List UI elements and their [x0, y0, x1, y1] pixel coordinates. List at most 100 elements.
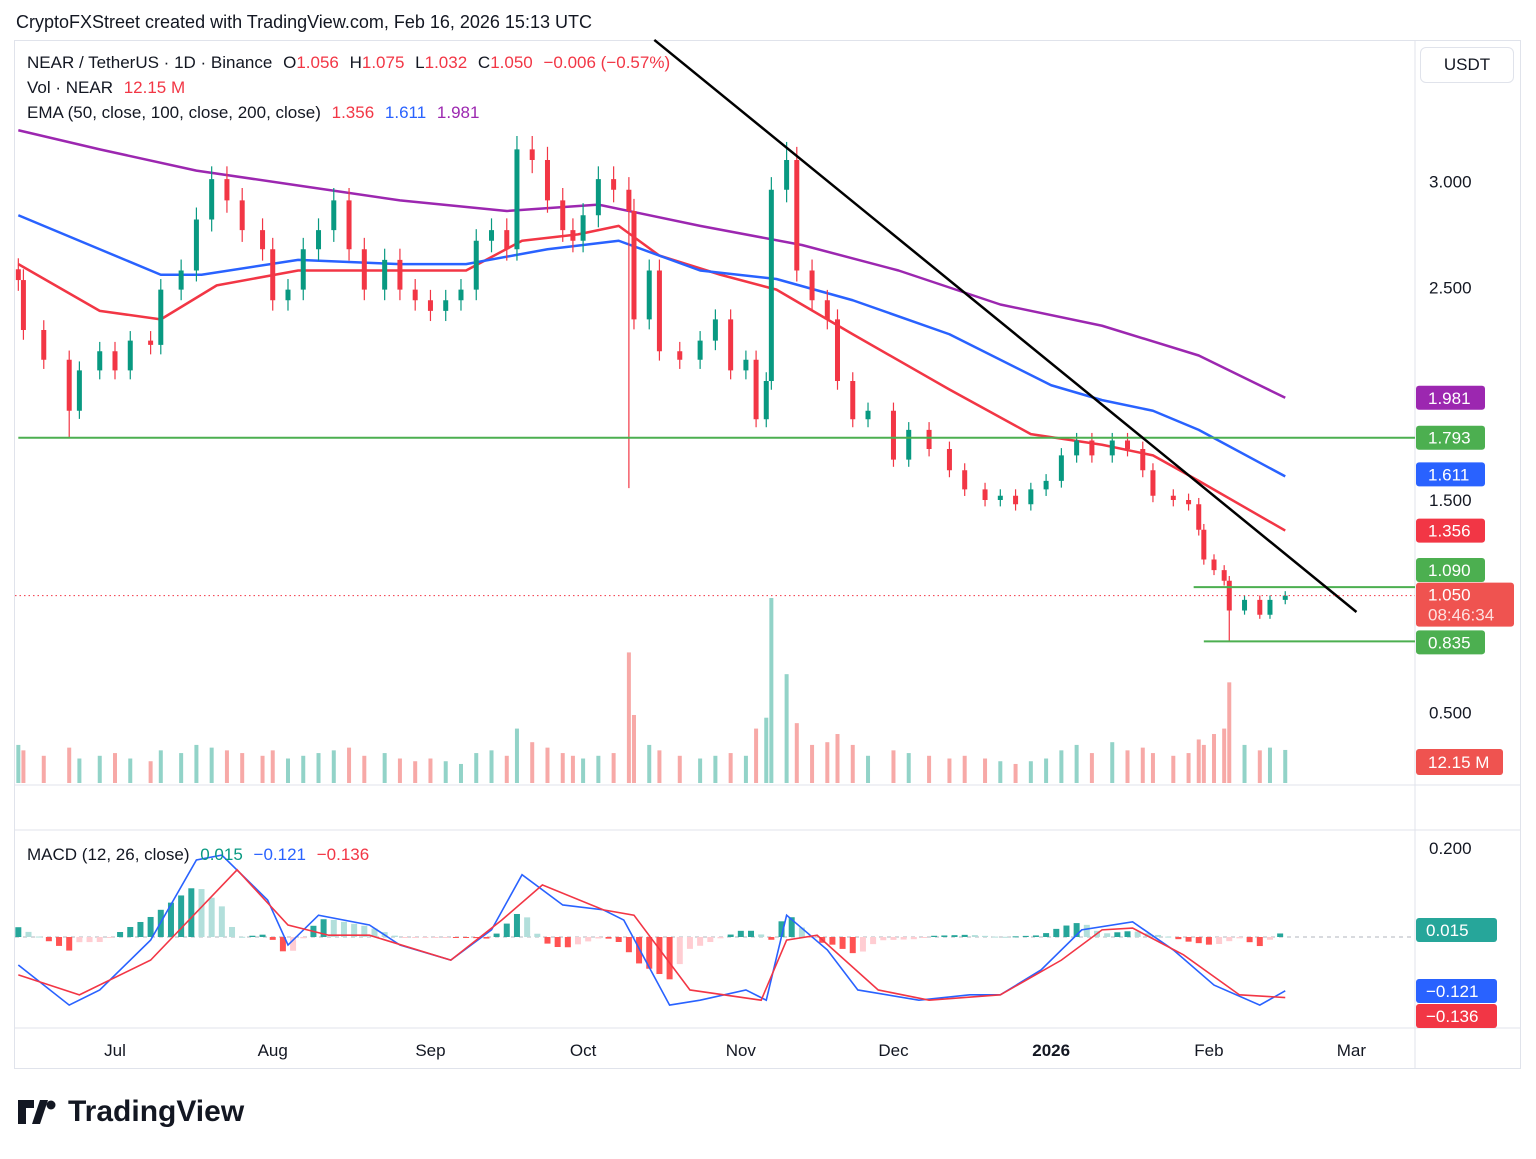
macd-histogram-bar: [1155, 934, 1162, 937]
macd-histogram-bar: [1246, 937, 1253, 943]
volume-bar: [1171, 755, 1176, 783]
macd-hist-axis-label-text: 0.015: [1426, 921, 1469, 940]
candle-body: [1226, 580, 1232, 611]
macd-histogram-bar: [402, 937, 409, 938]
candle-body: [1109, 440, 1115, 456]
candle-body: [1267, 599, 1273, 615]
candle-body: [890, 410, 896, 460]
price-tick-label: 0.500: [1429, 704, 1472, 723]
volume-bar: [347, 747, 352, 783]
currency-button[interactable]: USDT: [1420, 47, 1514, 83]
macd-histogram-bar: [636, 937, 643, 964]
volume-bar: [1257, 750, 1262, 783]
volume-bar: [514, 728, 519, 783]
ema100-value: 1.611: [384, 103, 427, 122]
macd-histogram-bar: [1205, 937, 1212, 945]
tradingview-logo[interactable]: TradingView: [18, 1095, 244, 1129]
candle-body: [1074, 440, 1080, 456]
macd-line: [17, 854, 1286, 1007]
ema50-value: 1.356: [331, 103, 375, 122]
macd-histogram-bar: [239, 936, 246, 938]
candle-body: [20, 280, 26, 330]
candle-body: [331, 200, 337, 231]
volume-bar: [713, 755, 718, 783]
volume-bar: [1140, 747, 1145, 783]
volume-bar: [1222, 728, 1227, 783]
volume-bar: [631, 714, 636, 783]
candle-body: [412, 289, 418, 301]
candle-body: [834, 319, 840, 381]
macd-line-axis-label-text: −0.121: [1426, 982, 1478, 1001]
macd-histogram-bar: [707, 937, 714, 943]
volume-bar: [1125, 750, 1130, 783]
macd-histogram-bar: [269, 937, 276, 940]
macd-histogram-bar: [1124, 931, 1131, 937]
macd-histogram-bar: [188, 888, 195, 937]
volume-bar: [962, 755, 967, 783]
ema100-price-label: [1416, 462, 1485, 487]
macd-histogram-bar: [178, 895, 185, 937]
macd-label[interactable]: MACD (12, 26, close): [27, 845, 190, 864]
macd-signal-axis-label: [1416, 1004, 1497, 1028]
macd-histogram-bar: [890, 937, 897, 940]
macd-histogram-bar: [1277, 933, 1284, 937]
macd-histogram-bar: [544, 937, 551, 944]
change-value: −0.006 (−0.57%): [543, 53, 671, 72]
macd-tick-label: 0.200: [1429, 839, 1472, 858]
macd-histogram-bar: [483, 937, 490, 939]
volume-label[interactable]: Vol · NEAR: [27, 78, 113, 97]
ema50-price-label: [1416, 518, 1485, 543]
candle-body: [697, 340, 703, 360]
macd-histogram-bar: [1043, 933, 1050, 937]
ema-label[interactable]: EMA (50, close, 100, close, 200, close): [27, 103, 321, 122]
macd-histogram-bar: [1002, 936, 1009, 938]
candle-body: [906, 429, 912, 460]
volume-bar: [754, 728, 759, 783]
macd-histogram-bar: [1165, 936, 1172, 938]
volume-bar: [260, 755, 265, 783]
volume-bar: [866, 755, 871, 783]
time-tick-label: Sep: [415, 1041, 445, 1060]
volume-bar: [194, 744, 199, 783]
macd-histogram-bar: [676, 937, 683, 965]
macd-histogram-bar: [798, 927, 805, 937]
macd-histogram-bar: [249, 935, 256, 937]
volume-bar: [504, 755, 509, 783]
volume-bar: [474, 753, 479, 783]
volume-bar: [769, 598, 774, 783]
candle-body: [15, 269, 21, 281]
macd-histogram-bar: [717, 937, 724, 939]
macd-histogram-bar: [1114, 932, 1121, 937]
volume-bar: [657, 750, 662, 783]
macd-histogram-bar: [758, 934, 765, 937]
open-label: O: [283, 53, 297, 72]
volume-legend: Vol · NEAR 12.15 M: [27, 78, 191, 98]
volume-bar: [148, 761, 153, 783]
price-tick-label: 1.500: [1429, 491, 1472, 510]
candle-body: [382, 259, 388, 290]
volume-bar: [209, 747, 214, 783]
macd-histogram-bar: [737, 930, 744, 937]
macd-histogram-bar: [880, 937, 887, 941]
macd-histogram-bar: [625, 937, 632, 953]
macd-histogram-bar: [300, 937, 307, 939]
volume-bar: [596, 755, 601, 783]
macd-histogram-bar: [697, 937, 704, 946]
macd-histogram-bar: [167, 902, 174, 937]
volume-bar: [67, 747, 72, 783]
macd-histogram-bar: [279, 937, 286, 952]
candle-body: [753, 359, 759, 420]
symbol-title[interactable]: NEAR / TetherUS · 1D · Binance: [27, 53, 273, 72]
volume-bar: [362, 755, 367, 783]
candle-body: [560, 200, 566, 231]
volume-bar: [316, 753, 321, 783]
macd-histogram-bar: [920, 937, 927, 938]
volume-bar: [128, 758, 133, 783]
macd-histogram-bar: [1226, 937, 1233, 942]
macd-histogram-bar: [503, 923, 510, 937]
candle-body: [1150, 470, 1156, 496]
candle-body: [982, 489, 988, 500]
macd-histogram-bar: [463, 937, 470, 938]
volume-bar: [611, 753, 616, 783]
